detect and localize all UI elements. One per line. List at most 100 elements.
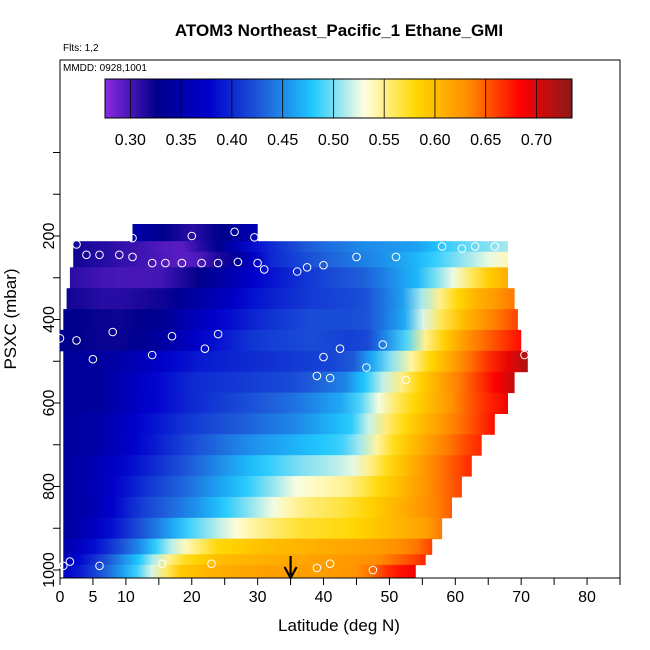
colorbar-swatch bbox=[104, 78, 573, 119]
x-tick-label: 20 bbox=[183, 589, 201, 606]
heatmap-band bbox=[66, 288, 515, 310]
x-tick-label: 60 bbox=[446, 589, 464, 606]
observation-circle bbox=[213, 329, 223, 339]
observation-circle bbox=[147, 350, 157, 360]
observation-circle bbox=[335, 344, 345, 354]
heatmap-band bbox=[63, 538, 433, 555]
y-tick-label: 400 bbox=[41, 306, 58, 333]
observation-circle bbox=[147, 258, 157, 268]
colorbar-tick-label: 0.30 bbox=[115, 132, 146, 149]
observation-circle bbox=[457, 244, 467, 253]
heatmap-band bbox=[63, 496, 453, 519]
observation-circle bbox=[230, 227, 239, 237]
heatmap-band bbox=[63, 517, 443, 540]
y-tick-label: 200 bbox=[41, 223, 58, 250]
colorbar-tick-label: 0.50 bbox=[318, 132, 349, 149]
observation-circle bbox=[391, 252, 401, 262]
heatmap-band bbox=[63, 434, 482, 456]
heatmap-band bbox=[73, 241, 508, 253]
observation-circle bbox=[319, 260, 328, 270]
y-tick-label: 600 bbox=[41, 390, 58, 417]
colorbar-tick-label: 0.60 bbox=[419, 132, 450, 149]
x-tick-label: 5 bbox=[88, 589, 97, 606]
observation-circle bbox=[72, 240, 81, 249]
colorbar-tick-label: 0.45 bbox=[267, 132, 298, 149]
observation-circle bbox=[250, 233, 259, 242]
date-annotation: MMDD: 0928,1001 bbox=[63, 63, 147, 74]
heatmap-band bbox=[63, 564, 416, 579]
colorbar: 0.30 0.35 0.40 0.45 0.50 0.55 0.60 0.65 0.70 bbox=[104, 78, 573, 149]
observation-circle bbox=[82, 250, 91, 260]
observation-circle bbox=[128, 233, 137, 243]
heatmap-band bbox=[73, 251, 508, 268]
heatmap-band bbox=[63, 350, 528, 373]
colorbar-tick-label: 0.35 bbox=[166, 132, 197, 149]
x-tick-label: 50 bbox=[381, 589, 399, 606]
heatmap-band bbox=[63, 554, 426, 566]
observation-circle bbox=[72, 336, 81, 345]
arrow-head bbox=[283, 566, 298, 581]
observation-circle bbox=[65, 557, 75, 566]
heatmap-band bbox=[63, 413, 495, 435]
observation-circle bbox=[520, 350, 529, 360]
observation-circle bbox=[59, 561, 68, 571]
y-tick-label: 800 bbox=[41, 473, 58, 500]
flights-annotation: Flts: 1,2 bbox=[63, 43, 99, 54]
observation-circle bbox=[312, 371, 322, 381]
observation-circle bbox=[88, 354, 98, 364]
heatmap-band bbox=[63, 476, 462, 498]
observation-circle bbox=[207, 559, 216, 569]
y-tick-label: 1000 bbox=[41, 552, 58, 588]
observation-circle bbox=[157, 559, 167, 569]
observation-circle bbox=[55, 334, 65, 343]
y-axis: 200 400 600 800 1000 bbox=[41, 152, 60, 588]
observation-circle bbox=[95, 250, 104, 260]
observation-circle bbox=[401, 375, 411, 385]
observation-circle bbox=[253, 258, 262, 268]
heatmap-band bbox=[63, 371, 515, 394]
observation-circle bbox=[167, 331, 177, 341]
observation-circle bbox=[200, 344, 210, 354]
x-tick-label: 30 bbox=[249, 589, 267, 606]
heatmap-band bbox=[60, 329, 522, 352]
observation-circle bbox=[95, 561, 104, 571]
observation-circle bbox=[233, 257, 243, 267]
heatmap-band bbox=[63, 455, 472, 477]
observation-circle bbox=[378, 340, 388, 349]
observation-circle bbox=[362, 363, 371, 372]
observation-circle bbox=[292, 267, 302, 276]
heatmap-band bbox=[63, 392, 509, 414]
heatmap-band bbox=[63, 309, 518, 331]
y-axis-label: PSXC (mbar) bbox=[1, 268, 20, 369]
observation-circle bbox=[177, 258, 187, 268]
observation-circle bbox=[302, 263, 312, 272]
x-tick-label: 40 bbox=[315, 589, 333, 606]
colorbar-tick-label: 0.70 bbox=[521, 132, 552, 149]
x-axis: 0 5 10 20 30 40 50 60 70 80 bbox=[56, 577, 621, 606]
colorbar-tick-label: 0.65 bbox=[470, 132, 501, 149]
observation-circle bbox=[187, 231, 197, 241]
heatmap-band bbox=[132, 224, 258, 242]
observation-circle bbox=[312, 563, 322, 573]
colorbar-tick-label: 0.55 bbox=[369, 132, 400, 149]
observation-circle bbox=[490, 242, 500, 251]
observation-circle bbox=[115, 250, 124, 260]
observation-circle bbox=[259, 265, 269, 274]
observation-markers bbox=[55, 227, 529, 575]
heatmap-band bbox=[69, 267, 509, 289]
observation-circle bbox=[368, 565, 378, 575]
colorbar-tick-label: 0.40 bbox=[216, 132, 247, 149]
observation-circle bbox=[161, 258, 170, 268]
observation-circle bbox=[319, 352, 328, 362]
observation-circle bbox=[325, 559, 335, 569]
x-tick-label: 10 bbox=[117, 589, 135, 606]
x-tick-label: 0 bbox=[56, 589, 65, 606]
observation-circle bbox=[108, 327, 117, 337]
observation-circle bbox=[128, 252, 137, 262]
x-tick-label: 80 bbox=[578, 589, 596, 606]
observation-circle bbox=[197, 258, 206, 268]
observation-circle bbox=[437, 242, 447, 251]
x-tick-label: 70 bbox=[512, 589, 530, 606]
latitude-arrow-marker bbox=[283, 556, 298, 581]
